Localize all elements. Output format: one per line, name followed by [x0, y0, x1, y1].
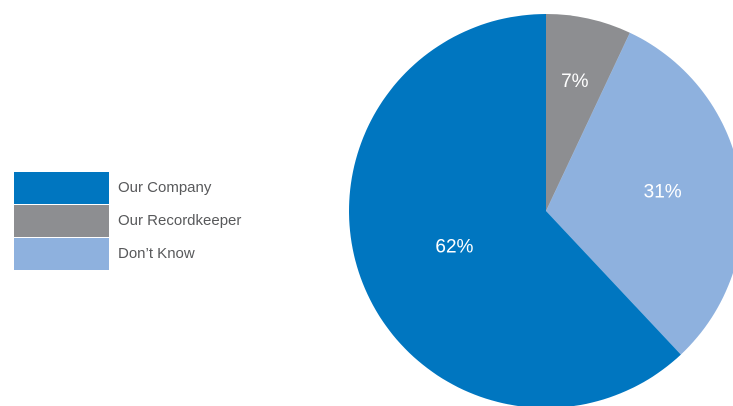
- legend-item-dont-know: Don’t Know: [14, 238, 274, 270]
- legend-label-dont-know: Don’t Know: [118, 245, 195, 262]
- legend-swatch-dont-know: [14, 238, 109, 270]
- legend-swatch-our-company: [14, 172, 109, 204]
- pie-label-our-recordkeeper: 7%: [561, 71, 589, 92]
- pie-slice-dont-know: [546, 32, 733, 355]
- pie-label-our-company: 62%: [435, 236, 473, 257]
- pie-slice-our-company: [349, 14, 681, 406]
- pie-label-dont-know: 31%: [644, 182, 682, 203]
- legend-swatch-our-recordkeeper: [14, 205, 109, 237]
- pie-labels: 7% 31% 62%: [435, 71, 681, 257]
- legend-label-our-company: Our Company: [118, 179, 212, 196]
- chart-legend: Our Company Our Recordkeeper Don’t Know: [14, 172, 274, 271]
- pie-slice-our-recordkeeper: [546, 14, 630, 211]
- pie-slices: [349, 14, 733, 406]
- legend-item-our-recordkeeper: Our Recordkeeper: [14, 205, 274, 237]
- legend-item-our-company: Our Company: [14, 172, 274, 204]
- legend-label-our-recordkeeper: Our Recordkeeper: [118, 212, 242, 229]
